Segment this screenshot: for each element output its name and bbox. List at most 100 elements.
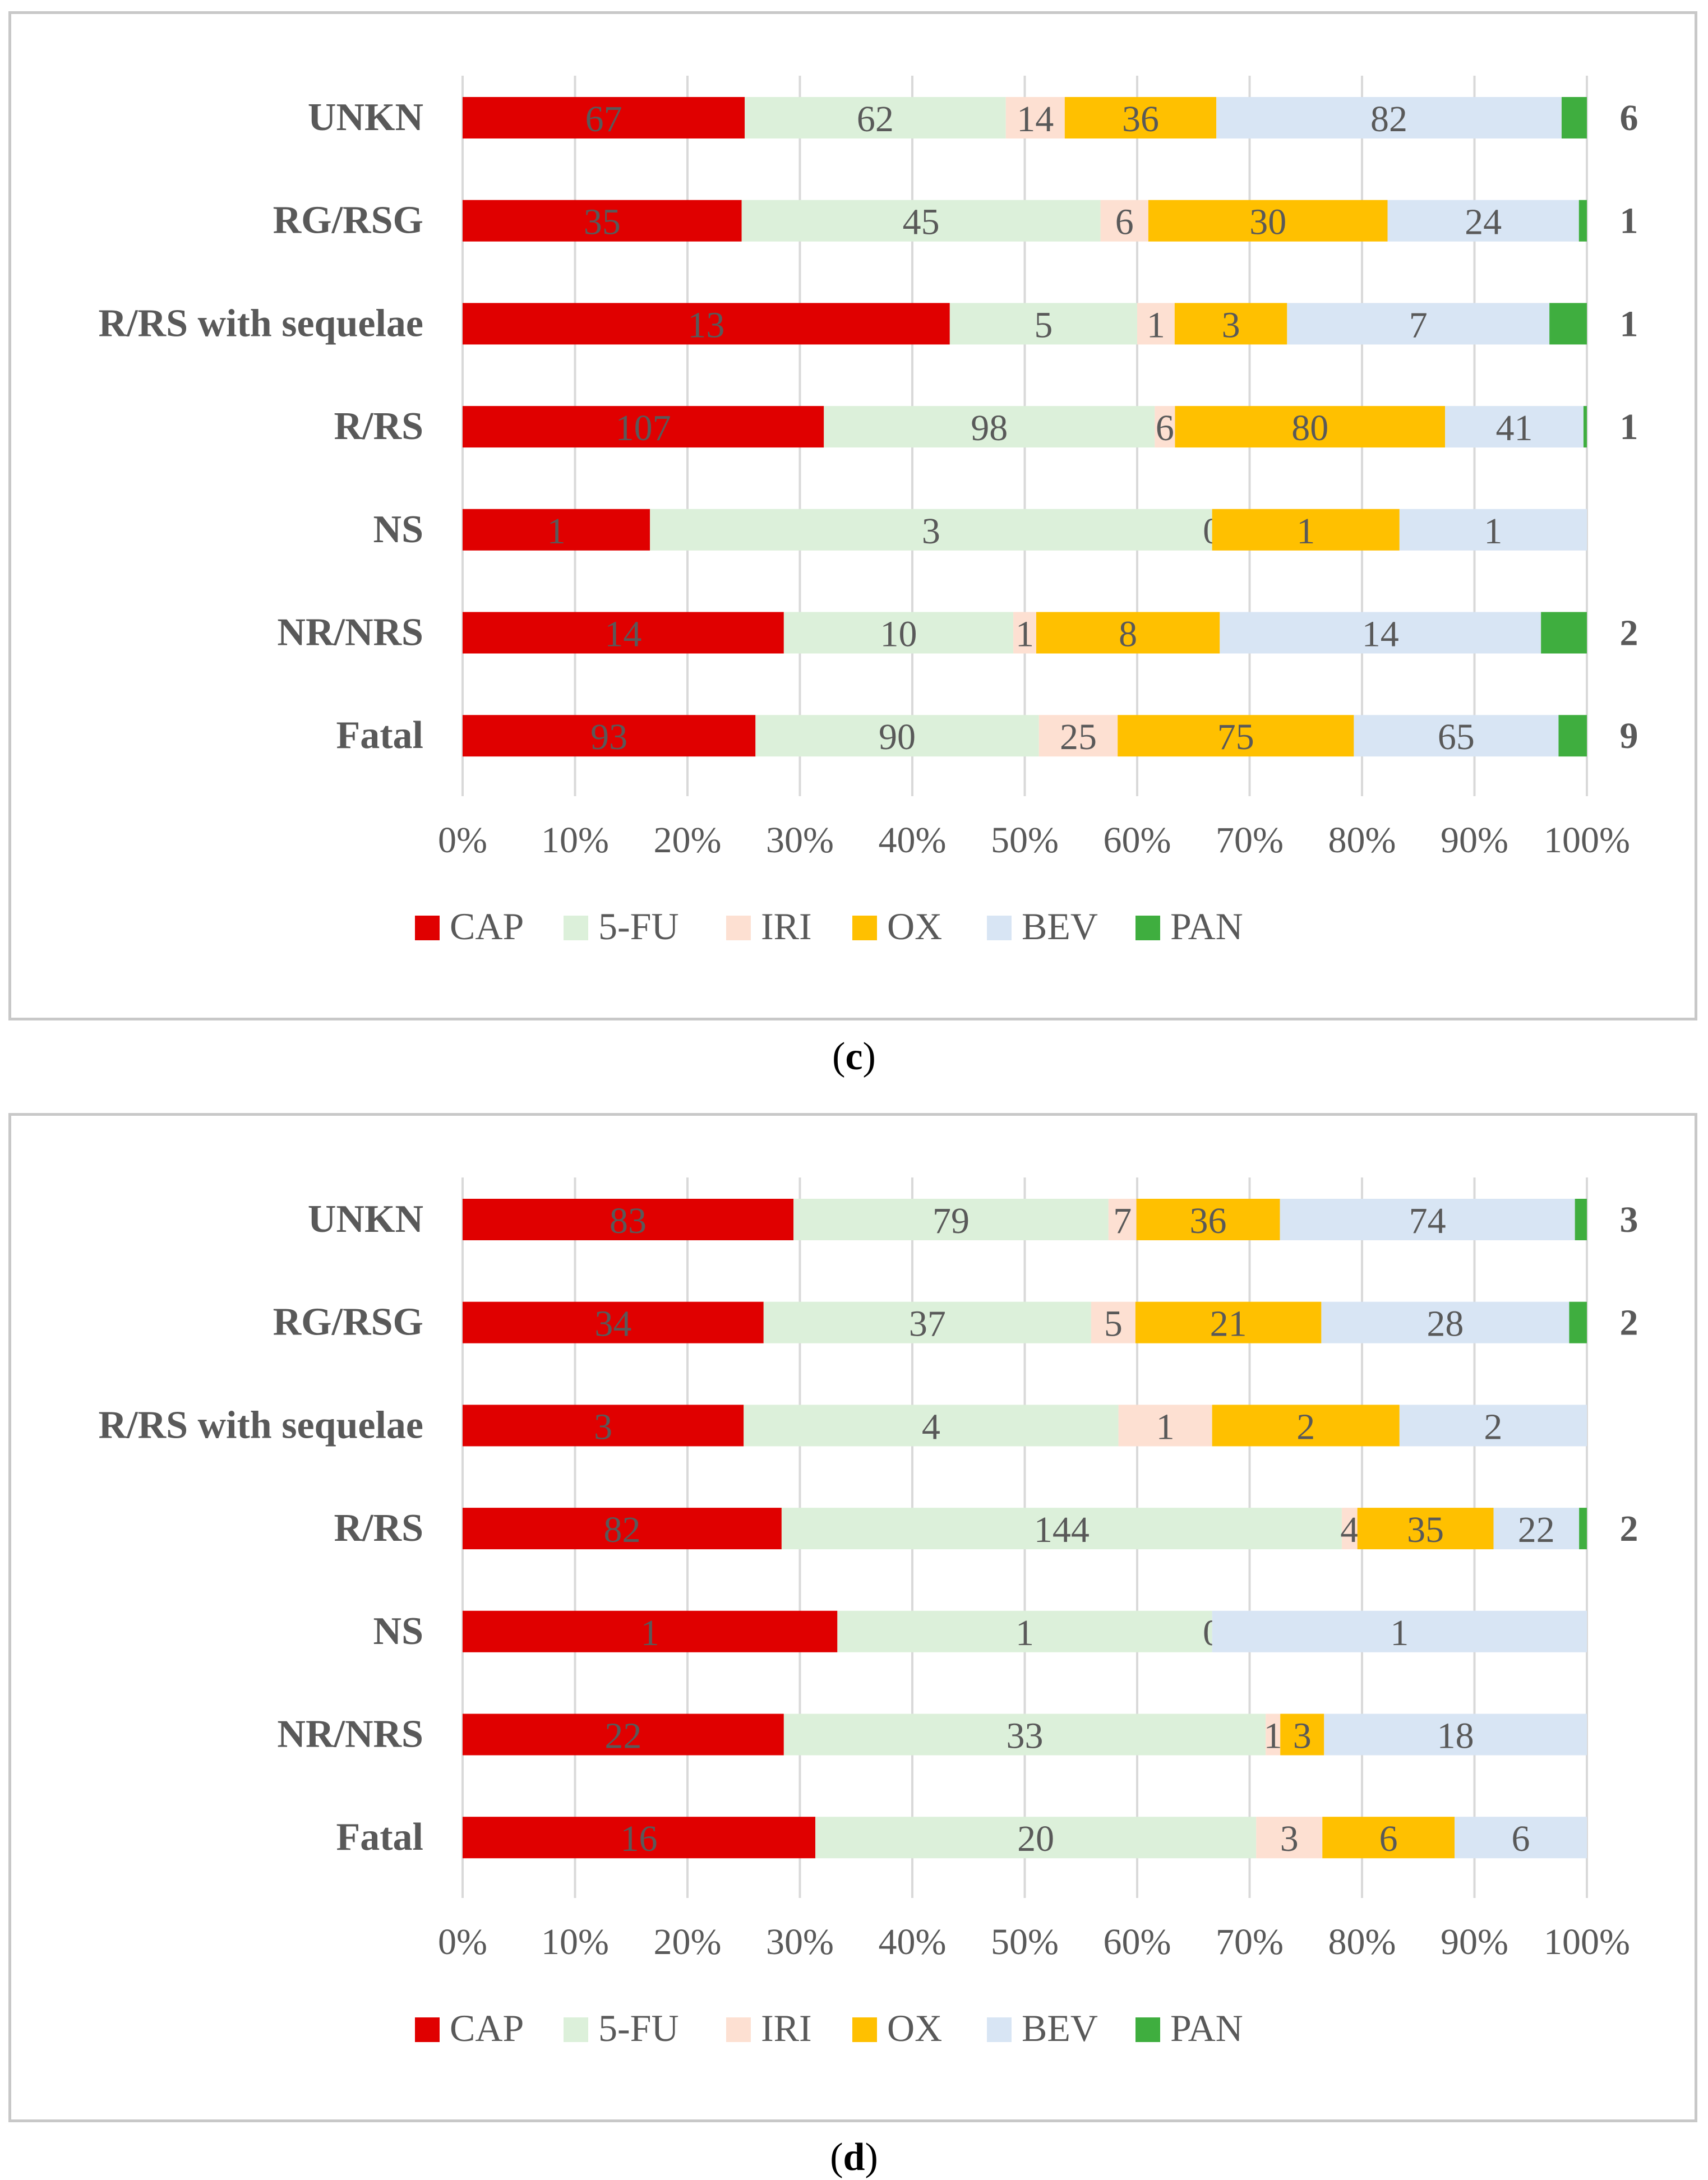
legend-swatch-BEV bbox=[987, 2017, 1012, 2042]
data-label-BEV: 82 bbox=[1370, 99, 1407, 140]
bar-IRI-0 bbox=[1108, 1199, 1137, 1240]
bar-OX-3 bbox=[1175, 406, 1446, 448]
bar-PAN-2 bbox=[1549, 303, 1587, 345]
x-tick-label: 20% bbox=[654, 820, 722, 861]
legend-swatch-OX bbox=[852, 916, 877, 940]
bar-BEV-3 bbox=[1445, 406, 1584, 448]
data-label-PAN: 1 bbox=[1620, 407, 1638, 447]
data-label-CAP: 93 bbox=[590, 717, 627, 758]
legend-swatch-OX bbox=[852, 2017, 877, 2042]
category-label: R/RS bbox=[334, 1507, 423, 1550]
data-label-5-FU: 5 bbox=[1034, 304, 1053, 345]
data-label-IRI: 1 bbox=[1264, 1716, 1282, 1757]
data-label-5-FU: 4 bbox=[922, 1406, 940, 1447]
bar-OX-2 bbox=[1212, 1405, 1400, 1447]
x-tick-label: 50% bbox=[991, 820, 1059, 861]
legend-swatch-PAN bbox=[1135, 2017, 1160, 2042]
legend-swatch-IRI bbox=[726, 916, 751, 940]
bar-5-FU-4 bbox=[650, 509, 1212, 551]
bar-CAP-5 bbox=[463, 612, 784, 654]
legend-swatch-BEV bbox=[987, 916, 1012, 940]
data-label-OX: 1 bbox=[1296, 511, 1315, 552]
bar-OX-1 bbox=[1148, 200, 1388, 242]
bar-CAP-0 bbox=[463, 97, 745, 138]
data-label-OX: 3 bbox=[1293, 1716, 1312, 1757]
category-label: R/RS bbox=[334, 405, 423, 448]
bar-IRI-3 bbox=[1341, 1508, 1358, 1550]
legend-label-5-FU: 5-FU bbox=[598, 905, 679, 948]
bar-BEV-4 bbox=[1212, 1610, 1587, 1652]
data-label-CAP: 1 bbox=[547, 511, 566, 552]
data-label-5-FU: 90 bbox=[879, 717, 916, 758]
bar-BEV-5 bbox=[1324, 1713, 1587, 1756]
bar-OX-5 bbox=[1036, 612, 1220, 654]
data-label-OX: 6 bbox=[1379, 1818, 1398, 1859]
data-label-CAP: 35 bbox=[584, 202, 621, 243]
bar-PAN-0 bbox=[1575, 1199, 1587, 1240]
bar-IRI-2 bbox=[1118, 1405, 1212, 1447]
data-label-5-FU: 1 bbox=[1015, 1613, 1034, 1654]
bar-OX-4 bbox=[1212, 509, 1400, 551]
data-label-5-FU: 62 bbox=[857, 99, 894, 140]
chart-panel-c: 0% 10% 20% 30% 40% 50% 60% 70% 80% 90% 100% UNKN 67 6… bbox=[8, 11, 1697, 1020]
bar-5-FU-2 bbox=[949, 303, 1137, 345]
category-label: UNKN bbox=[308, 1198, 423, 1241]
bar-BEV-5 bbox=[1220, 612, 1541, 654]
category-label: Fatal bbox=[336, 1816, 423, 1859]
bar-PAN-6 bbox=[1558, 715, 1587, 757]
bar-CAP-2 bbox=[463, 1405, 744, 1447]
bar-CAP-5 bbox=[463, 1713, 784, 1756]
data-label-OX: 80 bbox=[1291, 408, 1328, 449]
data-label-5-FU: 33 bbox=[1007, 1716, 1044, 1757]
bar-CAP-4 bbox=[463, 509, 650, 551]
bar-BEV-2 bbox=[1399, 1405, 1587, 1447]
x-tick-label: 60% bbox=[1104, 820, 1171, 861]
category-label: RG/RSG bbox=[273, 1301, 423, 1344]
data-label-PAN: 2 bbox=[1620, 613, 1638, 654]
bar-5-FU-1 bbox=[763, 1301, 1091, 1343]
data-label-BEV: 18 bbox=[1437, 1716, 1474, 1757]
bar-PAN-1 bbox=[1578, 200, 1587, 242]
data-label-PAN: 9 bbox=[1620, 715, 1638, 756]
data-label-CAP: 22 bbox=[604, 1716, 641, 1757]
bar-BEV-2 bbox=[1287, 303, 1550, 345]
data-label-IRI: 1 bbox=[1015, 614, 1034, 655]
data-label-5-FU: 10 bbox=[880, 614, 917, 655]
data-label-PAN: 1 bbox=[1620, 201, 1638, 242]
bar-CAP-3 bbox=[463, 406, 824, 448]
bar-BEV-6 bbox=[1455, 1817, 1587, 1859]
bar-OX-5 bbox=[1280, 1713, 1324, 1756]
data-label-PAN: 2 bbox=[1620, 1508, 1638, 1549]
category-label: NS bbox=[373, 508, 423, 551]
legend-label-OX: OX bbox=[887, 905, 942, 948]
bar-PAN-3 bbox=[1579, 1508, 1587, 1550]
data-label-IRI: 14 bbox=[1017, 99, 1054, 140]
x-tick-label: 10% bbox=[541, 820, 609, 861]
category-label: Fatal bbox=[336, 714, 423, 757]
bar-IRI-2 bbox=[1137, 303, 1175, 345]
x-tick-label: 70% bbox=[1216, 1922, 1284, 1962]
data-label-5-FU: 20 bbox=[1017, 1818, 1054, 1859]
data-label-BEV: 28 bbox=[1427, 1304, 1464, 1345]
bar-CAP-3 bbox=[463, 1508, 782, 1550]
x-tick-label: 100% bbox=[1544, 820, 1630, 861]
x-tick-label: 40% bbox=[879, 820, 947, 861]
bar-IRI-0 bbox=[1005, 97, 1065, 138]
bar-CAP-1 bbox=[463, 1301, 764, 1343]
bar-OX-3 bbox=[1357, 1508, 1494, 1550]
data-label-OX: 8 bbox=[1119, 614, 1137, 655]
legend-label-BEV: BEV bbox=[1022, 905, 1098, 948]
bar-BEV-1 bbox=[1387, 200, 1579, 242]
bar-5-FU-3 bbox=[824, 406, 1155, 448]
x-tick-label: 90% bbox=[1441, 1922, 1508, 1962]
data-label-BEV: 7 bbox=[1409, 304, 1428, 345]
legend-swatch-IRI bbox=[726, 2017, 751, 2042]
data-label-OX: 2 bbox=[1296, 1406, 1315, 1447]
legend-label-5-FU: 5-FU bbox=[598, 2007, 679, 2049]
bar-5-FU-5 bbox=[783, 612, 1014, 654]
x-tick-label: 30% bbox=[766, 1922, 834, 1962]
category-label: NR/NRS bbox=[277, 1713, 423, 1756]
bar-IRI-3 bbox=[1155, 406, 1175, 448]
data-label-CAP: 16 bbox=[621, 1818, 658, 1859]
bar-PAN-1 bbox=[1569, 1301, 1587, 1343]
